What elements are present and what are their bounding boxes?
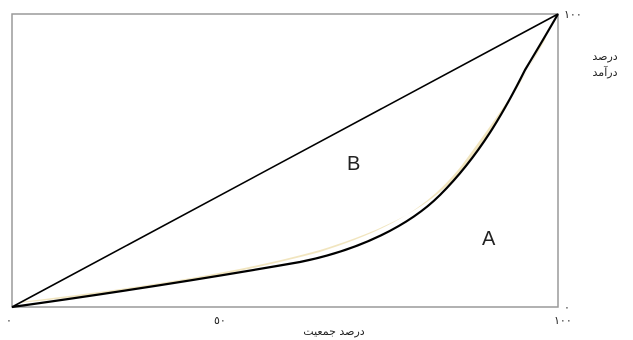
x-tick-0: ٠ — [6, 314, 12, 327]
curve-shading — [20, 25, 550, 303]
y-tick-bottom: ٠ — [564, 301, 570, 314]
x-tick-100: ١٠٠ — [554, 314, 572, 327]
region-label-lower: A — [482, 228, 496, 250]
plot-frame — [11, 13, 559, 308]
y-axis-label-line1: درصد — [592, 50, 617, 63]
x-tick-50: ٥٠ — [214, 314, 226, 327]
region-label-upper: B — [347, 153, 360, 175]
equality-line — [11, 13, 559, 308]
y-tick-top: ١٠٠ — [564, 8, 582, 21]
lorenz-curve — [11, 13, 559, 309]
y-axis-label-line2: درآمد — [593, 65, 618, 79]
x-axis-label: درصد جمعیت — [303, 325, 365, 338]
